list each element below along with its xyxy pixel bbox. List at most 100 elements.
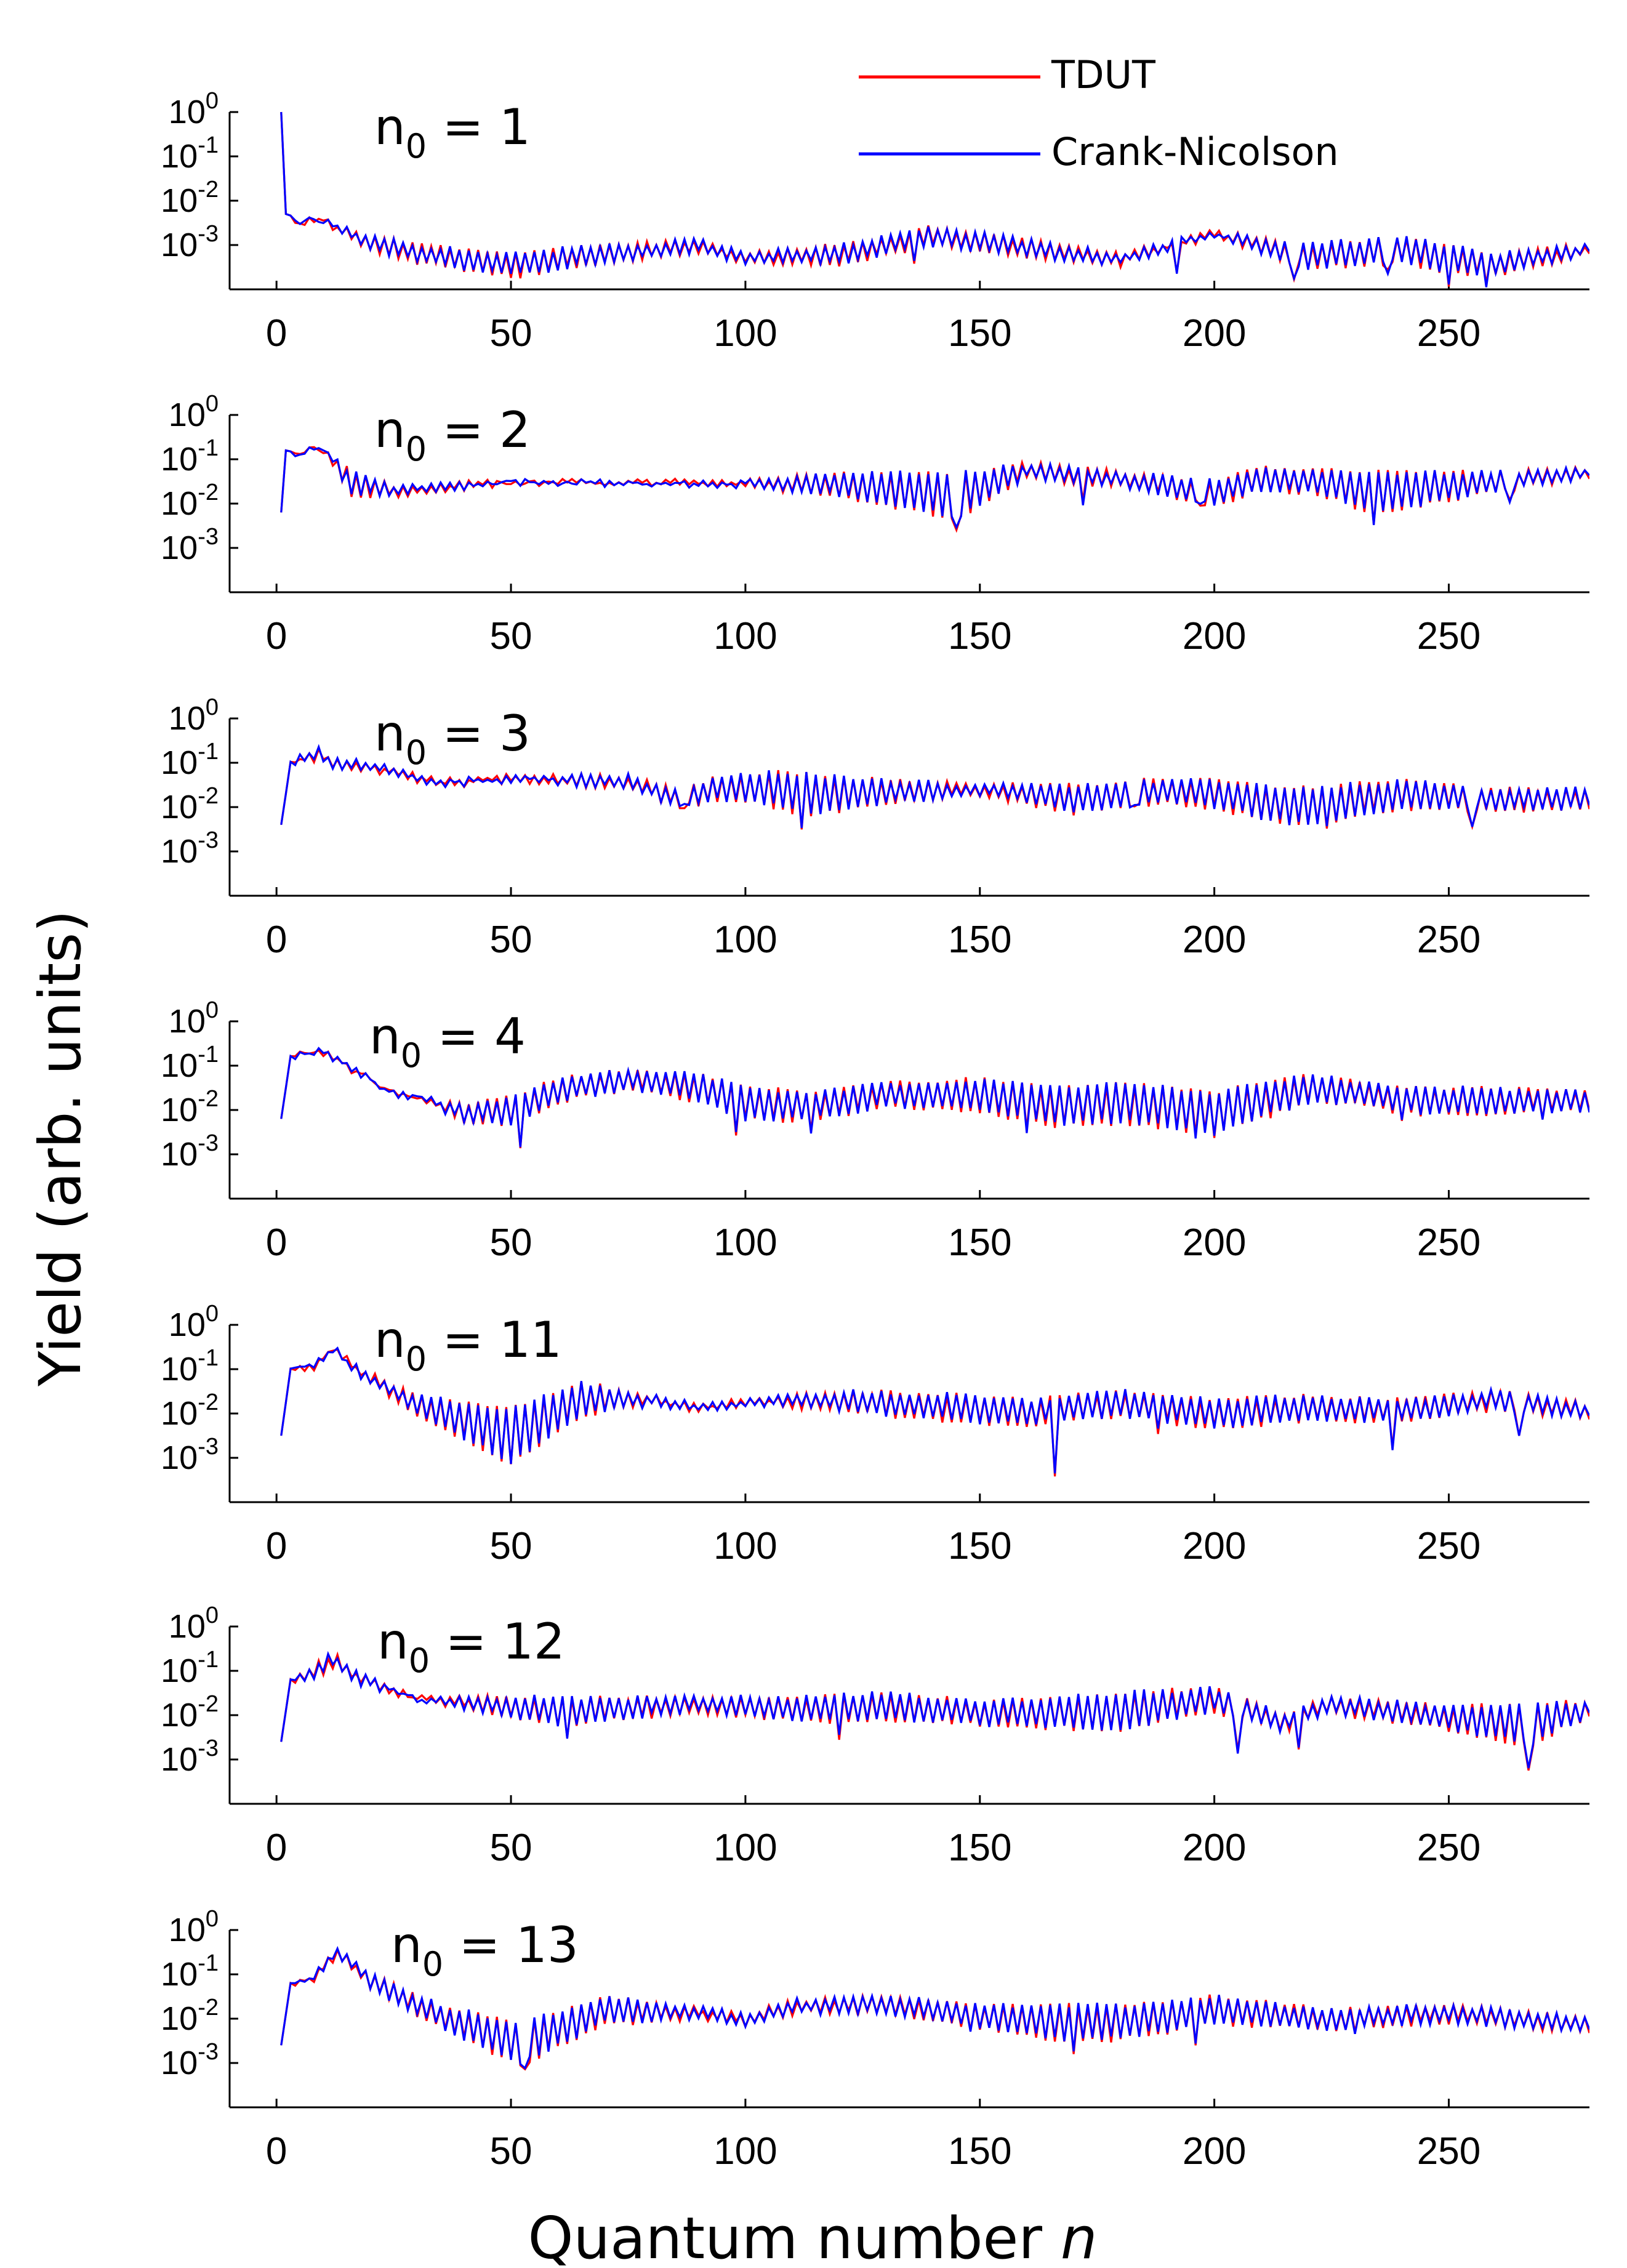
series-line-crank-nicolson xyxy=(280,1651,1589,1769)
x-tick-label: 50 xyxy=(490,1827,532,1869)
x-tick-label: 0 xyxy=(266,1221,287,1264)
y-tick-label: 10-2 xyxy=(161,1691,219,1734)
x-tick-label: 200 xyxy=(1183,919,1246,961)
x-tick-label: 150 xyxy=(948,1525,1011,1567)
x-tick-label: 250 xyxy=(1417,919,1480,961)
y-tick-label: 10-2 xyxy=(161,480,219,522)
y-tick-label-base: 10 xyxy=(169,1306,206,1343)
y-tick-label-exponent: -3 xyxy=(198,2039,219,2065)
x-tick-label: 250 xyxy=(1417,1525,1480,1567)
x-tick-label: 0 xyxy=(266,615,287,657)
y-tick-label-base: 10 xyxy=(161,1047,198,1084)
legend: TDUT Crank-Nicolson xyxy=(837,26,1339,174)
y-tick-label-exponent: -2 xyxy=(198,1086,219,1112)
y-tick-label-exponent: 0 xyxy=(206,391,219,417)
y-tick-label-base: 10 xyxy=(169,1608,206,1645)
x-tick-label: 150 xyxy=(948,2130,1011,2173)
x-tick-label: 150 xyxy=(948,615,1011,657)
x-tick-label: 200 xyxy=(1183,1525,1246,1567)
panel-label-value: = 12 xyxy=(430,1613,565,1670)
x-tick-label: 50 xyxy=(490,312,532,355)
y-tick-label: 100 xyxy=(169,1602,219,1645)
series-line-crank-nicolson xyxy=(280,744,1589,829)
panel-label-value: = 3 xyxy=(427,705,531,762)
x-axis-label-var: n xyxy=(1061,2205,1098,2268)
panel-label: n0 = 3 xyxy=(374,705,531,772)
x-axis-label-text: Quantum number xyxy=(528,2205,1043,2268)
y-tick-label-base: 10 xyxy=(161,1956,198,1993)
y-tick-label-base: 10 xyxy=(161,1652,198,1689)
y-tick-label-exponent: -3 xyxy=(198,524,219,550)
y-tick-label-base: 10 xyxy=(161,789,198,826)
y-tick-label: 10-3 xyxy=(161,1434,219,1476)
x-tick-label: 0 xyxy=(266,2130,287,2173)
y-tick-label: 100 xyxy=(169,694,219,737)
x-tick-label: 0 xyxy=(266,312,287,355)
x-tick-label: 100 xyxy=(713,615,777,657)
y-tick-label-base: 10 xyxy=(169,94,206,131)
panel-label: n0 = 1 xyxy=(374,99,531,166)
panel-label: n0 = 4 xyxy=(369,1008,526,1075)
y-tick-label-base: 10 xyxy=(161,1395,198,1432)
y-tick-label-base: 10 xyxy=(161,182,198,219)
x-tick-label: 0 xyxy=(266,1827,287,1869)
y-tick-label: 10-3 xyxy=(161,2039,219,2081)
x-tick-label: 200 xyxy=(1183,2130,1246,2173)
x-tick-label: 200 xyxy=(1183,1221,1246,1264)
y-tick-label: 10-1 xyxy=(161,1042,219,1084)
y-tick-label-base: 10 xyxy=(161,1136,198,1173)
y-tick-label-exponent: -3 xyxy=(198,221,219,247)
panel-label-subscript: 0 xyxy=(406,430,427,468)
x-tick-label: 100 xyxy=(713,919,777,961)
y-tick-label-exponent: -1 xyxy=(198,1647,219,1673)
x-tick-label: 250 xyxy=(1417,312,1480,355)
y-tick-label-base: 10 xyxy=(161,485,198,522)
y-tick-label: 10-1 xyxy=(161,435,219,478)
legend-label-crank-nicolson: Crank-Nicolson xyxy=(1051,129,1339,174)
y-tick-label: 100 xyxy=(169,88,219,131)
y-tick-label-exponent: -3 xyxy=(198,827,219,853)
x-tick-label: 200 xyxy=(1183,615,1246,657)
y-tick-label-base: 10 xyxy=(161,1092,198,1128)
panel-label: n0 = 11 xyxy=(374,1311,562,1378)
y-tick-label: 10-1 xyxy=(161,1950,219,1993)
panel-label-subscript: 0 xyxy=(409,1641,430,1680)
x-tick-label: 150 xyxy=(948,919,1011,961)
legend-box xyxy=(837,26,1182,134)
x-tick-label: 100 xyxy=(713,2130,777,2173)
y-tick-label-exponent: -3 xyxy=(198,1130,219,1156)
y-tick-label: 10-2 xyxy=(161,783,219,826)
y-tick-label-exponent: 0 xyxy=(206,88,219,114)
y-tick-label-exponent: -2 xyxy=(198,783,219,809)
y-tick-label: 10-3 xyxy=(161,827,219,870)
series-line-crank-nicolson xyxy=(280,111,1589,288)
y-tick-label-exponent: 0 xyxy=(206,1906,219,1932)
panel-label-base: n xyxy=(369,1008,401,1065)
x-tick-label: 0 xyxy=(266,1525,287,1567)
series-line-crank-nicolson xyxy=(280,1945,1589,2070)
y-tick-label: 10-3 xyxy=(161,524,219,566)
x-tick-label: 50 xyxy=(490,919,532,961)
series-line-crank-nicolson xyxy=(280,1047,1589,1148)
y-tick-label-exponent: -2 xyxy=(198,480,219,505)
x-tick-label: 200 xyxy=(1183,312,1246,355)
legend-label-tdut: TDUT xyxy=(1051,52,1156,97)
x-tick-label: 0 xyxy=(266,919,287,961)
series-line-crank-nicolson xyxy=(280,1346,1589,1474)
y-tick-label-exponent: -2 xyxy=(198,1691,219,1717)
x-tick-label: 250 xyxy=(1417,1827,1480,1869)
y-tick-label: 10-2 xyxy=(161,1389,219,1432)
x-tick-label: 250 xyxy=(1417,615,1480,657)
panel-label-value: = 13 xyxy=(443,1916,579,1974)
y-tick-label-base: 10 xyxy=(161,227,198,263)
y-tick-label-exponent: 0 xyxy=(206,1301,219,1327)
y-tick-label-exponent: -1 xyxy=(198,435,219,461)
panel-label-subscript: 0 xyxy=(406,733,427,772)
x-tick-label: 100 xyxy=(713,1525,777,1567)
